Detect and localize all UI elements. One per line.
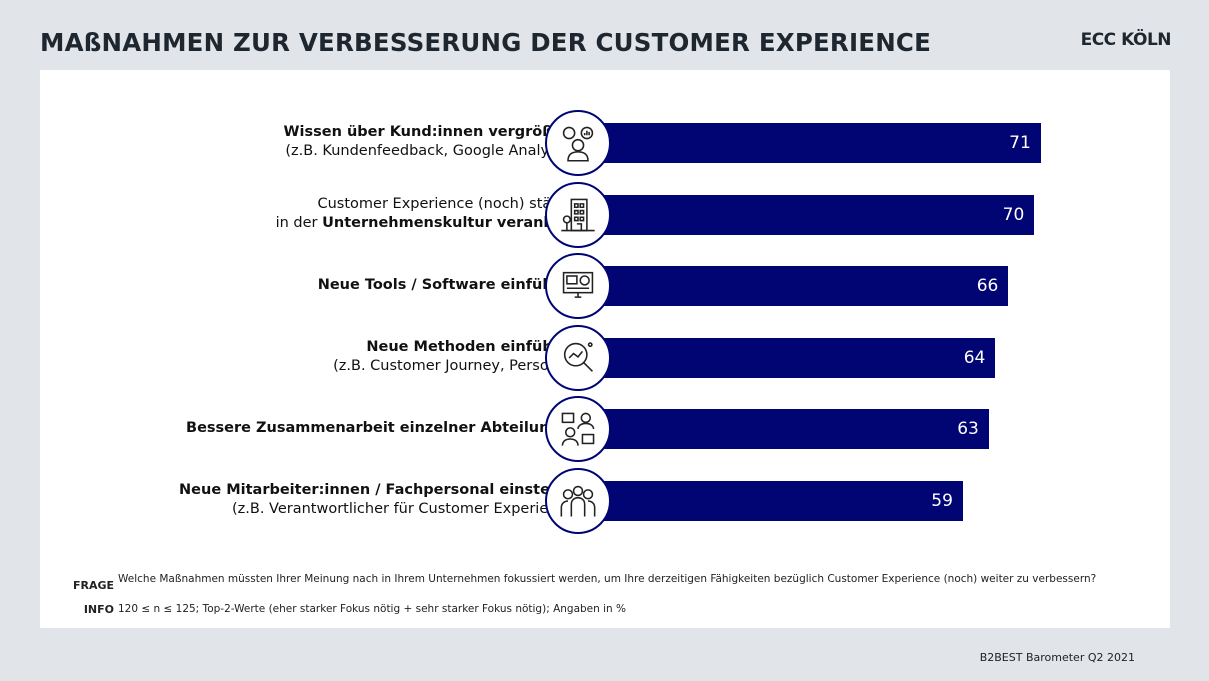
label-line: (z.B. Customer Journey, Personas)	[333, 357, 580, 376]
label-line: Neue Tools / Software einführen	[318, 276, 580, 295]
category-label: Neue Methoden einführen (z.B. Customer Jo…	[333, 322, 580, 392]
data-label: 70	[1002, 204, 1025, 225]
bar-row: Wissen über Kund:innen vergrößern (z.B. K…	[40, 107, 1170, 177]
brand-logo: ECC KÖLN	[1080, 30, 1172, 50]
label-line: (z.B. Verantwortlicher für Customer Expe…	[232, 500, 580, 519]
page-title: MAßNAHMEN ZUR VERBESSERUNG DER CUSTOMER …	[40, 28, 932, 57]
bar-row: Bessere Zusammenarbeit einzelner Abteilu…	[40, 393, 1170, 463]
label-segment: Unternehmenskultur verankern	[322, 214, 580, 231]
label-line: Wissen über Kund:innen vergrößern	[284, 123, 580, 142]
bar-row: Neue Methoden einführen (z.B. Customer Jo…	[40, 322, 1170, 392]
label-line: in der Unternehmenskultur verankern	[276, 214, 580, 233]
category-label: Wissen über Kund:innen vergrößern (z.B. K…	[284, 107, 580, 177]
bar: 70	[600, 194, 1035, 235]
label-segment: Neue Methoden einführen	[366, 338, 580, 355]
group-people-icon	[545, 467, 611, 534]
category-label: Neue Tools / Software einführen	[318, 250, 580, 320]
label-segment: Neue Mitarbeiter:innen / Fachpersonal ei…	[179, 481, 580, 498]
bar: 59	[600, 480, 963, 521]
monitor-software-icon	[545, 253, 611, 319]
label-line: Neue Methoden einführen	[366, 338, 580, 357]
bar: 71	[600, 123, 1041, 163]
category-label: Bessere Zusammenarbeit einzelner Abteilu…	[186, 393, 580, 463]
bar-row: Customer Experience (noch) stärker in der…	[40, 179, 1170, 249]
label-segment: in der	[275, 214, 323, 231]
bar: 63	[600, 409, 989, 449]
label-line: Neue Mitarbeiter:innen / Fachpersonal ei…	[179, 481, 580, 500]
label-segment: Wissen über Kund:innen vergrößern	[283, 124, 580, 140]
data-label: 71	[1009, 133, 1031, 153]
info-note: INFO 120 ≤ n ≤ 125; Top-2-Werte (eher st…	[84, 603, 627, 616]
label-segment: Neue Tools / Software einführen	[317, 276, 580, 293]
label-line: (z.B. Kundenfeedback, Google Analytics)	[285, 142, 580, 161]
team-collaboration-icon	[545, 396, 611, 462]
question-note: FRAGE Welche Maßnahmen müssten Ihrer Mei…	[73, 573, 1148, 592]
label-line: Bessere Zusammenarbeit einzelner Abteilu…	[186, 419, 580, 438]
data-label: 59	[931, 490, 953, 511]
label-segment: (z.B. Verantwortlicher für Customer Expe…	[232, 500, 580, 517]
label-line: Customer Experience (noch) stärker	[317, 195, 580, 214]
chart-panel: Wissen über Kund:innen vergrößern (z.B. K…	[40, 70, 1170, 628]
label-segment: (z.B. Customer Journey, Personas)	[333, 357, 580, 374]
bar-row: Neue Tools / Software einführen 66	[40, 250, 1170, 320]
bar: 66	[600, 266, 1009, 306]
data-label: 63	[957, 419, 979, 439]
office-building-icon	[545, 181, 611, 248]
bar-row: Neue Mitarbeiter:innen / Fachpersonal ei…	[40, 465, 1170, 535]
frage-label: FRAGE	[72, 579, 114, 592]
data-label: 66	[976, 276, 999, 296]
label-segment: Customer Experience (noch) stärker	[317, 195, 580, 212]
frage-text: Welche Maßnahmen müssten Ihrer Meinung n…	[118, 573, 1097, 585]
person-gear-chart-icon	[545, 110, 611, 176]
category-label: Customer Experience (noch) stärker in der…	[276, 179, 580, 249]
data-label: 64	[963, 347, 986, 368]
info-text: 120 ≤ n ≤ 125; Top-2-Werte (eher starker…	[118, 603, 627, 615]
magnifier-journey-icon	[545, 324, 611, 391]
source-note: B2BEST Barometer Q2 2021	[979, 651, 1135, 664]
info-label: INFO	[83, 603, 114, 616]
category-label: Neue Mitarbeiter:innen / Fachpersonal ei…	[179, 465, 580, 535]
label-segment: (z.B. Kundenfeedback, Google Analytics)	[285, 143, 580, 159]
bar: 64	[600, 337, 996, 378]
label-segment: Bessere Zusammenarbeit einzelner Abteilu…	[186, 419, 580, 436]
